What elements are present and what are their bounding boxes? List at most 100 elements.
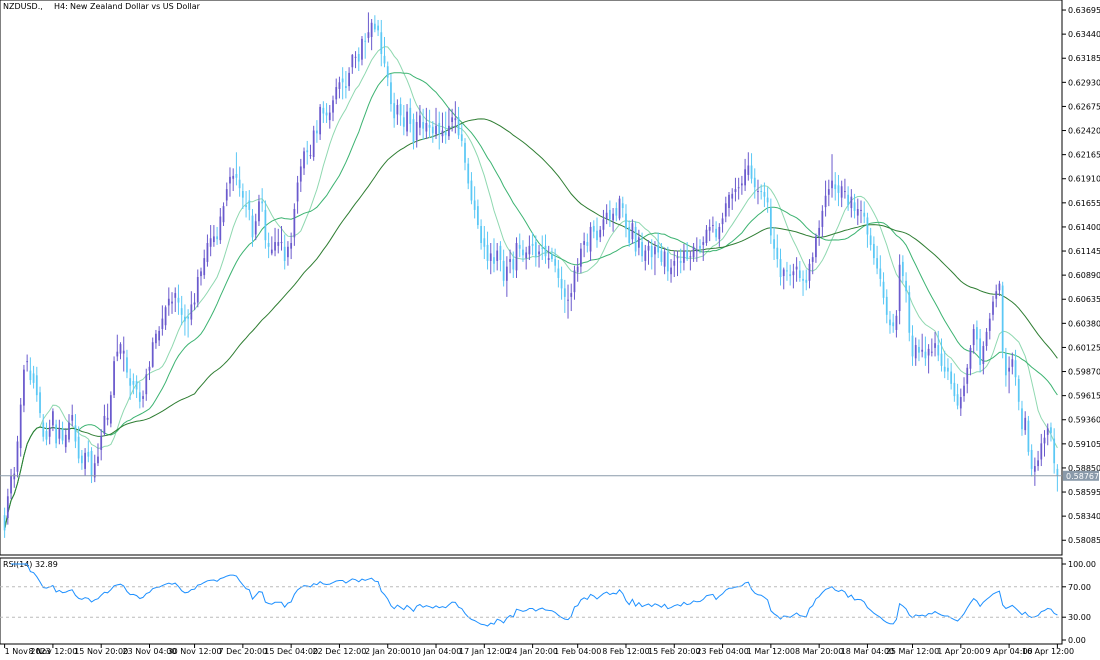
candle [670, 259, 672, 283]
candle [544, 234, 547, 264]
candle [35, 366, 38, 402]
candle [959, 388, 962, 416]
candle [270, 236, 273, 256]
candle [763, 182, 766, 208]
candle [728, 191, 730, 217]
candle [428, 109, 431, 139]
candle [1004, 347, 1007, 387]
candle [570, 283, 573, 312]
price-tick-label: 0.62930 [1068, 78, 1100, 87]
candle [869, 227, 872, 251]
candle [724, 196, 727, 223]
candle [23, 364, 25, 413]
time-tick-label: 15 Feb 20:00 [648, 647, 700, 656]
candle [802, 270, 804, 296]
candle [679, 248, 682, 274]
candle [483, 225, 486, 260]
candle [419, 105, 421, 136]
candle [792, 263, 795, 289]
candle [901, 255, 904, 283]
candle [631, 219, 634, 244]
rsi-line [11, 563, 1058, 627]
time-tick-label: 30 Nov 12:00 [168, 647, 222, 656]
candle [1024, 411, 1027, 435]
candle [715, 221, 718, 242]
candle [615, 202, 618, 222]
chart-title: NZDUSD., H4: New Zealand Dollar vs US Do… [3, 2, 201, 11]
candle [335, 78, 338, 105]
candle [612, 208, 614, 232]
candle [966, 363, 969, 394]
candle [222, 202, 225, 226]
candle [1050, 422, 1052, 442]
candle [100, 429, 103, 461]
candle [415, 111, 418, 148]
time-tick-label: 23 Feb 04:00 [696, 647, 748, 656]
candle [747, 152, 750, 181]
candle [441, 112, 444, 143]
candle [608, 200, 611, 227]
candle [937, 330, 940, 362]
price-tick-label: 0.59870 [1068, 368, 1100, 377]
candle [1017, 375, 1020, 411]
candle [847, 186, 850, 211]
candle [866, 212, 869, 248]
candle [26, 354, 29, 372]
moving-averages [4, 46, 1058, 531]
candle [390, 73, 392, 112]
candle [766, 187, 769, 213]
candle [686, 242, 689, 261]
candle [470, 172, 473, 205]
candle [132, 373, 135, 395]
candle [1040, 433, 1043, 467]
candle [769, 198, 772, 244]
time-tick-label: 1 Mar 12:00 [747, 647, 795, 656]
time-tick-label: 15 Nov 20:00 [74, 647, 128, 656]
candle [106, 403, 109, 426]
candle [138, 381, 141, 409]
current-price-line: 0.58767 [0, 470, 1099, 481]
candle [13, 466, 16, 488]
current-price-tag [1063, 470, 1099, 481]
candle [660, 243, 663, 266]
candle [412, 113, 415, 150]
candle [940, 338, 943, 372]
candle [402, 105, 405, 136]
candle [39, 386, 41, 418]
candle [712, 216, 714, 233]
candle [219, 208, 222, 244]
candle [734, 177, 737, 202]
candle [531, 232, 534, 256]
candle [953, 373, 956, 402]
candle [789, 264, 792, 286]
candle [10, 468, 12, 500]
candle [357, 47, 360, 71]
candle [943, 350, 946, 379]
candle [567, 284, 569, 319]
candle [760, 184, 763, 200]
candle [142, 390, 144, 408]
candle [522, 240, 524, 262]
candle [457, 106, 460, 140]
candle [637, 229, 640, 256]
time-tick-label: 9 Apr 04:00 [986, 647, 1033, 656]
candle [19, 398, 22, 457]
candle [1008, 356, 1010, 394]
candle [753, 168, 756, 199]
candle [534, 235, 537, 267]
candle [982, 341, 985, 375]
candle [155, 329, 157, 349]
ma-fast-line [4, 46, 1058, 531]
candle [328, 105, 331, 129]
rsi-tick-label: 0.00 [1068, 636, 1086, 645]
rsi-axis: 100.00 70.00 30.00 0.00 [0, 560, 1096, 645]
time-tick-label: 10 Jan 04:00 [411, 647, 462, 656]
candle [589, 222, 592, 261]
candle [930, 338, 933, 357]
candle [68, 414, 70, 443]
candle [55, 419, 58, 449]
price-tick-label: 0.61400 [1068, 223, 1100, 232]
candle [348, 67, 350, 91]
